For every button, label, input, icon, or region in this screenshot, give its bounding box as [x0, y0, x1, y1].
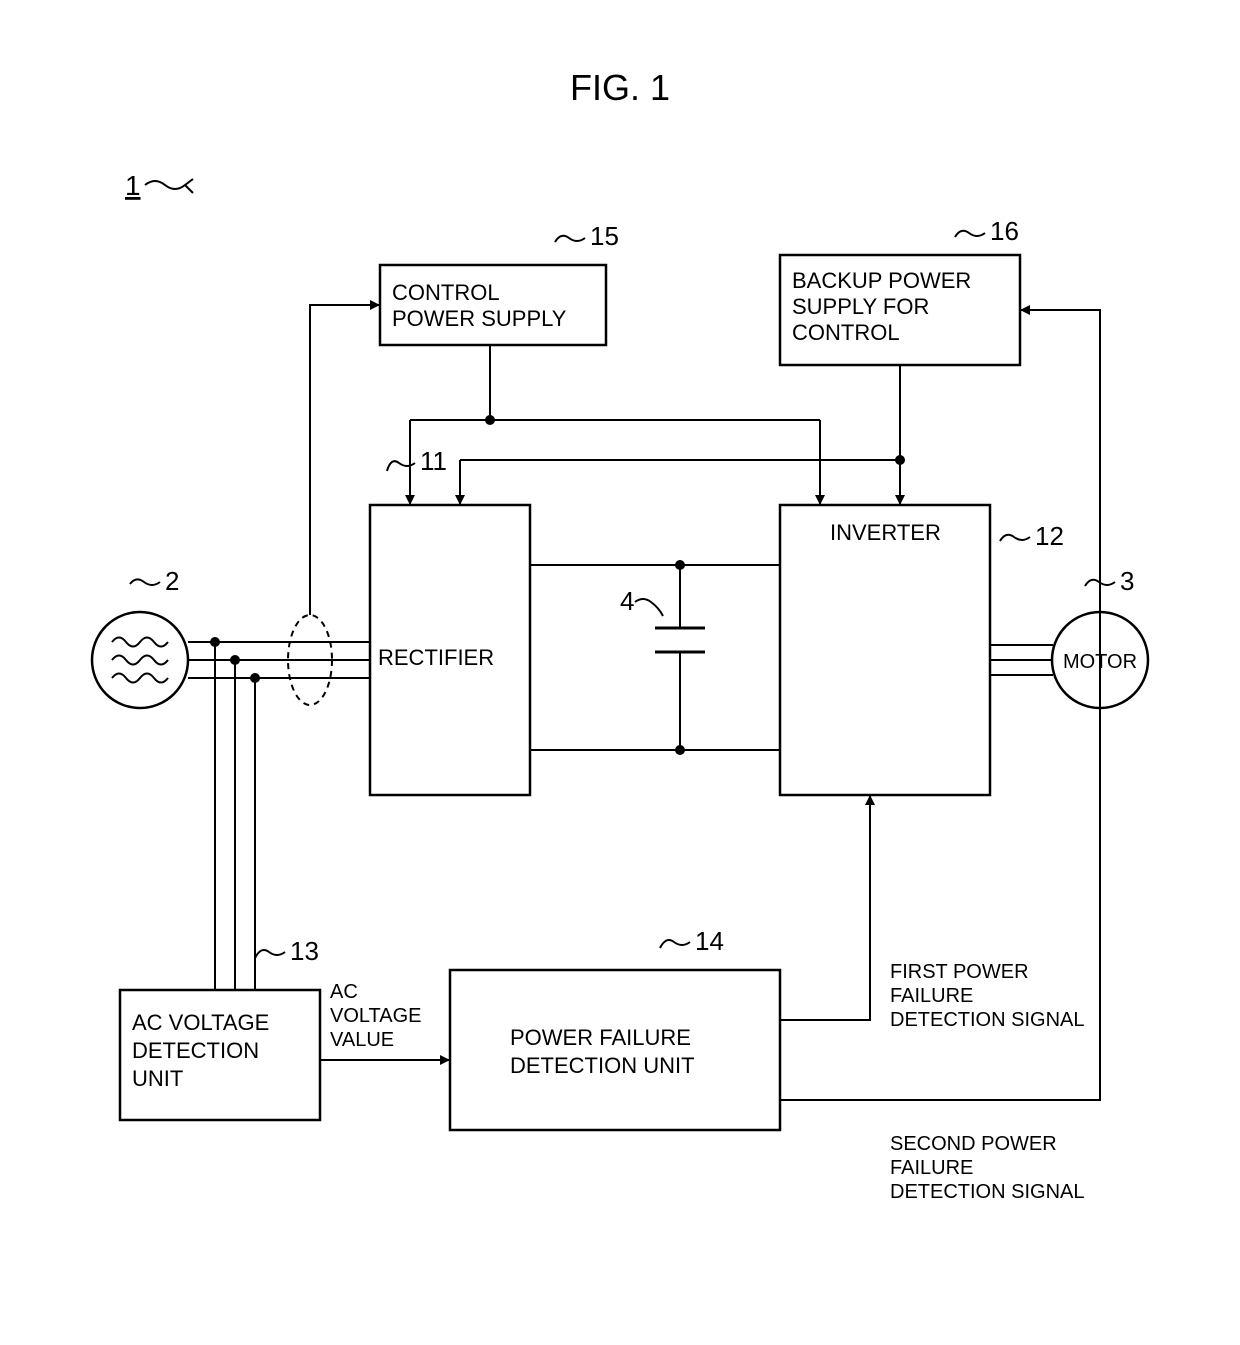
control-power-supply-label-1: CONTROL — [392, 280, 500, 305]
junction-dot — [675, 560, 685, 570]
ref-label-14: 14 — [695, 926, 724, 956]
first-signal-label-3: DETECTION SIGNAL — [890, 1009, 1084, 1031]
inverter-block — [780, 505, 990, 795]
rectifier-label: RECTIFIER — [378, 645, 494, 670]
ref-label-16: 16 — [990, 216, 1019, 246]
power-failure-detection-block — [450, 970, 780, 1130]
block-diagram: FIG. 1 1 2 CONTROL POWER SUPPLY 15 BACKU… — [0, 0, 1240, 1345]
ac-voltage-label-1: AC VOLTAGE — [132, 1010, 269, 1035]
squiggle-icon — [255, 950, 285, 958]
ac-voltage-value-label-3: VALUE — [330, 1029, 394, 1051]
control-power-supply-label-2: POWER SUPPLY — [392, 306, 567, 331]
backup-power-label-2: SUPPLY FOR — [792, 294, 929, 319]
squiggle-icon — [635, 599, 663, 616]
junction-dot — [675, 745, 685, 755]
second-signal-label-3: DETECTION SIGNAL — [890, 1181, 1084, 1203]
ref-label-1: 1 — [125, 170, 141, 201]
squiggle-icon — [130, 579, 160, 585]
squiggle-icon — [1000, 535, 1030, 541]
ac-voltage-value-label-2: VOLTAGE — [330, 1005, 422, 1027]
squiggle-icon — [660, 940, 690, 948]
ref-label-15: 15 — [590, 221, 619, 251]
ref-label-4: 4 — [620, 586, 634, 616]
capacitor-icon — [655, 565, 705, 750]
ref-label-11: 11 — [420, 446, 447, 476]
power-failure-label-2: DETECTION UNIT — [510, 1053, 695, 1078]
control-power-supply-block — [380, 265, 606, 345]
ref-label-3: 3 — [1120, 566, 1134, 596]
backup-power-label-1: BACKUP POWER — [792, 268, 971, 293]
power-failure-label-1: POWER FAILURE — [510, 1025, 691, 1050]
first-signal-label-1: FIRST POWER — [890, 961, 1029, 983]
ac-voltage-value-label-1: AC — [330, 981, 358, 1003]
ac-source — [92, 612, 188, 708]
second-signal-label-2: FAILURE — [890, 1157, 973, 1179]
squiggle-icon — [555, 236, 585, 242]
ref-label-12: 12 — [1035, 521, 1064, 551]
ac-voltage-label-2: DETECTION — [132, 1038, 259, 1063]
second-signal-label-1: SECOND POWER — [890, 1133, 1057, 1155]
ref-label-2: 2 — [165, 566, 179, 596]
inverter-label: INVERTER — [830, 520, 941, 545]
ac-voltage-label-3: UNIT — [132, 1066, 183, 1091]
squiggle-icon — [955, 231, 985, 237]
figure-title: FIG. 1 — [570, 67, 670, 108]
wire-arrow — [780, 795, 870, 1020]
squiggle-arrow-icon — [145, 179, 193, 193]
ref-label-13: 13 — [290, 936, 319, 966]
first-signal-label-2: FAILURE — [890, 985, 973, 1007]
backup-power-label-3: CONTROL — [792, 320, 900, 345]
